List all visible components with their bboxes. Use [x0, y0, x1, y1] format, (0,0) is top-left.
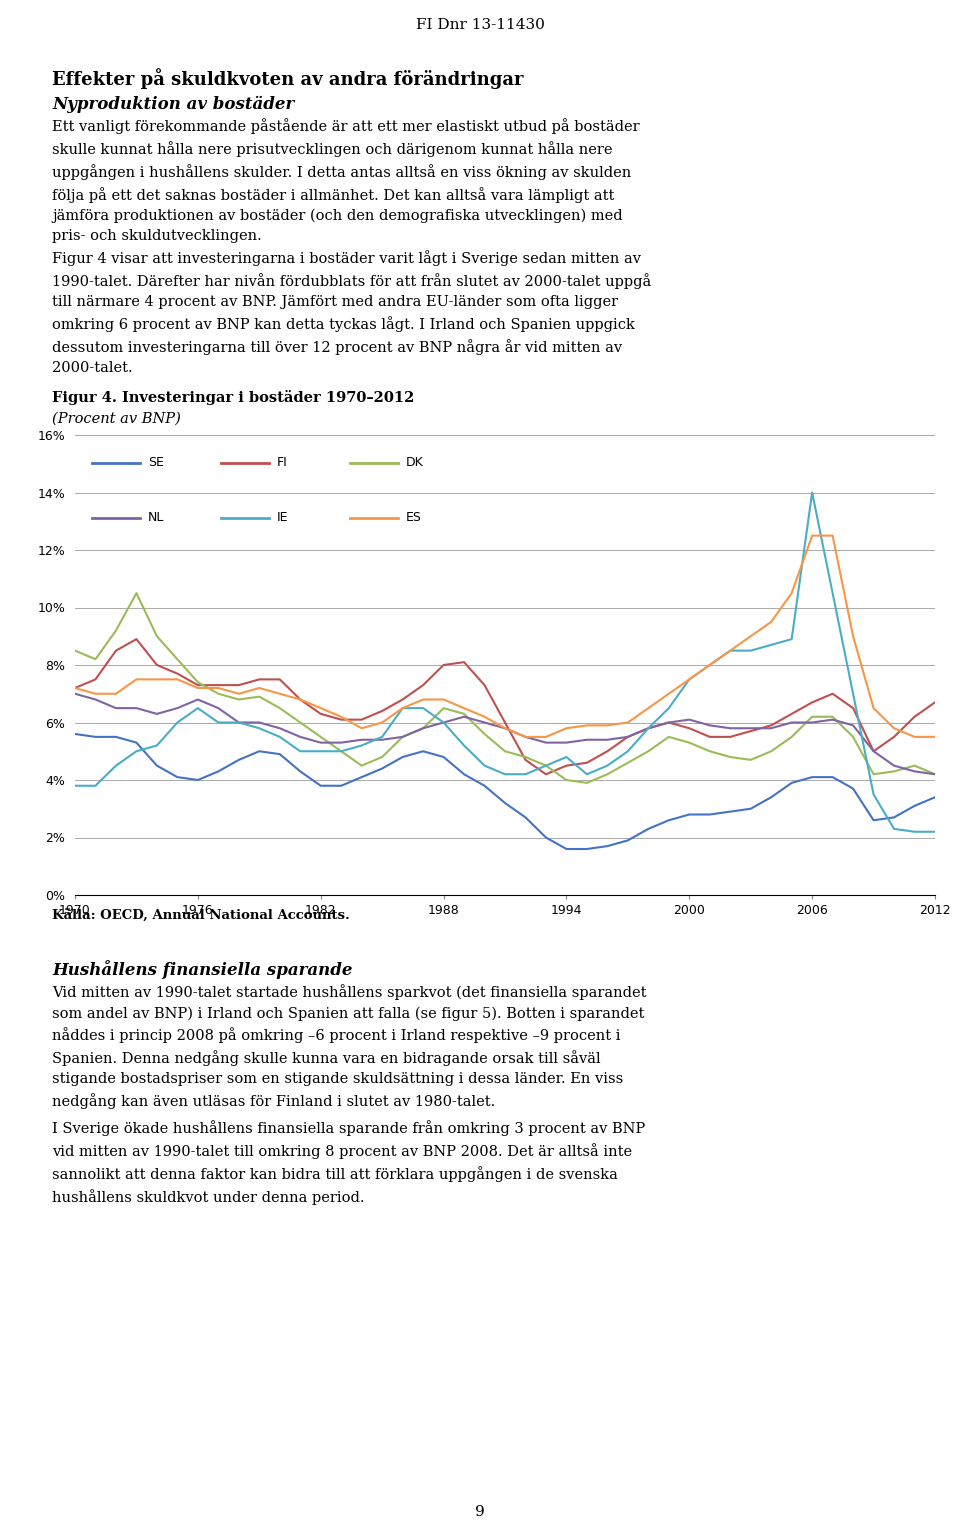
Text: Hushållens finansiella sparande: Hushållens finansiella sparande: [52, 961, 352, 979]
Text: 9: 9: [475, 1504, 485, 1520]
Text: I Sverige ökade hushållens finansiella sparande från omkring 3 procent av BNP
vi: I Sverige ökade hushållens finansiella s…: [52, 1120, 645, 1204]
Text: FI Dnr 13-11430: FI Dnr 13-11430: [416, 18, 544, 32]
Text: Nyproduktion av bostäder: Nyproduktion av bostäder: [52, 97, 295, 113]
Text: NL: NL: [148, 512, 164, 524]
Text: Effekter på skuldkvoten av andra förändringar: Effekter på skuldkvoten av andra förändr…: [52, 67, 523, 89]
Text: Källa: OECD, Annual National Accounts.: Källa: OECD, Annual National Accounts.: [52, 910, 349, 924]
Text: Figur 4. Investeringar i bostäder 1970–2012: Figur 4. Investeringar i bostäder 1970–2…: [52, 391, 415, 404]
Text: Figur 4 visar att investeringarna i bostäder varit lågt i Sverige sedan mitten a: Figur 4 visar att investeringarna i bost…: [52, 250, 651, 375]
Text: DK: DK: [406, 457, 424, 469]
Text: Ett vanligt förekommande påstående är att ett mer elastiskt utbud på bostäder
sk: Ett vanligt förekommande påstående är at…: [52, 118, 639, 244]
Text: FI: FI: [277, 457, 288, 469]
Text: ES: ES: [406, 512, 422, 524]
Text: Vid mitten av 1990-talet startade hushållens sparkvot (det finansiella sparandet: Vid mitten av 1990-talet startade hushål…: [52, 984, 646, 1109]
Text: SE: SE: [148, 457, 164, 469]
Text: IE: IE: [277, 512, 289, 524]
Text: (Procent av BNP): (Procent av BNP): [52, 412, 180, 426]
